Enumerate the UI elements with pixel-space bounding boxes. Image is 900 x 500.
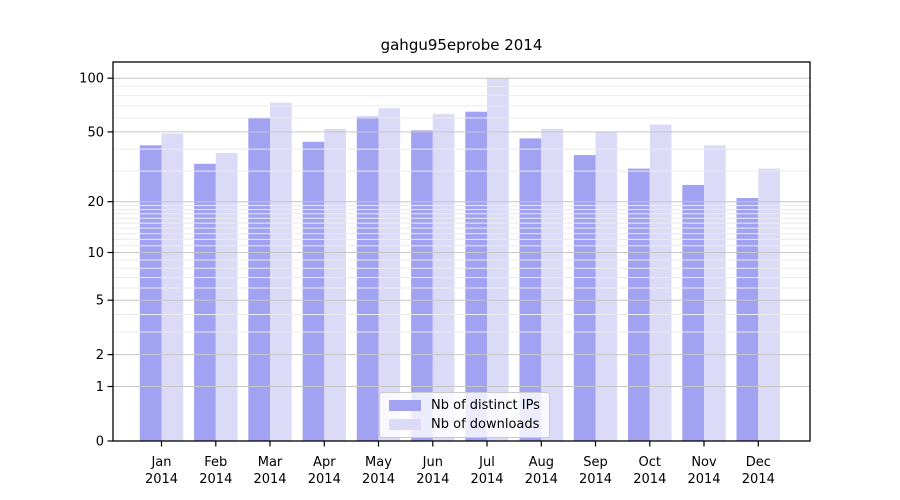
bar-downloads-dec bbox=[758, 168, 780, 441]
x-tick-year-mar: 2014 bbox=[253, 472, 286, 487]
x-tick-year-jun: 2014 bbox=[416, 472, 449, 487]
x-tick-year-dec: 2014 bbox=[742, 472, 775, 487]
bar-downloads-oct bbox=[649, 124, 672, 441]
x-tick-label-jan: Jan bbox=[150, 455, 171, 470]
x-tick-label-apr: Apr bbox=[313, 455, 336, 470]
bar-downloads-feb bbox=[215, 153, 238, 441]
x-tick-year-oct: 2014 bbox=[633, 472, 666, 487]
x-tick-year-nov: 2014 bbox=[687, 472, 720, 487]
legend-label-distinct-ips: Nb of distinct IPs bbox=[431, 398, 540, 413]
bar-distinct-ips-jan bbox=[139, 145, 162, 442]
x-tick-label-aug: Aug bbox=[529, 455, 554, 470]
bar-distinct-ips-jul bbox=[465, 111, 487, 441]
legend-swatch-downloads-icon bbox=[389, 419, 421, 430]
x-tick-label-may: May bbox=[365, 455, 392, 470]
y-tick-label-2: 2 bbox=[96, 348, 104, 363]
bar-distinct-ips-may bbox=[356, 116, 379, 441]
y-tick-label-1: 1 bbox=[96, 380, 104, 395]
chart-title: gahgu95eprobe 2014 bbox=[380, 36, 543, 54]
legend-swatch-distinct-ips-icon bbox=[389, 400, 421, 411]
bar-downloads-may bbox=[378, 108, 401, 441]
y-tick-label-10: 10 bbox=[87, 246, 104, 261]
x-tick-label-mar: Mar bbox=[258, 455, 283, 470]
x-tick-label-sep: Sep bbox=[583, 455, 608, 470]
bar-downloads-mar bbox=[270, 102, 292, 441]
x-tick-year-jan: 2014 bbox=[145, 472, 178, 487]
bar-downloads-sep bbox=[595, 131, 618, 441]
x-tick-label-jun: Jun bbox=[422, 455, 443, 470]
x-tick-label-oct: Oct bbox=[639, 455, 661, 470]
x-tick-label-jul: Jul bbox=[478, 455, 495, 470]
bar-downloads-nov bbox=[704, 145, 726, 442]
x-tick-year-aug: 2014 bbox=[525, 472, 558, 487]
x-tick-year-feb: 2014 bbox=[199, 472, 232, 487]
legend-item-downloads: Nb of downloads bbox=[389, 418, 540, 431]
x-tick-label-feb: Feb bbox=[204, 455, 227, 470]
bar-downloads-apr bbox=[324, 128, 346, 441]
y-tick-label-100: 100 bbox=[79, 72, 104, 87]
x-tick-year-apr: 2014 bbox=[308, 472, 341, 487]
bar-distinct-ips-oct bbox=[628, 168, 650, 441]
plot-border bbox=[112, 61, 811, 442]
bar-distinct-ips-mar bbox=[248, 117, 270, 442]
x-tick-year-jul: 2014 bbox=[470, 472, 503, 487]
bar-downloads-jan bbox=[161, 133, 184, 441]
legend-item-distinct-ips: Nb of distinct IPs bbox=[389, 399, 540, 412]
y-tick-label-20: 20 bbox=[87, 195, 104, 210]
x-tick-year-sep: 2014 bbox=[579, 472, 612, 487]
y-tick-label-5: 5 bbox=[96, 294, 104, 309]
bar-downloads-aug bbox=[541, 128, 563, 441]
x-tick-label-dec: Dec bbox=[746, 455, 771, 470]
bar-distinct-ips-dec bbox=[736, 198, 759, 441]
y-tick-label-50: 50 bbox=[87, 125, 104, 140]
bar-distinct-ips-nov bbox=[682, 184, 704, 441]
bar-distinct-ips-apr bbox=[302, 141, 325, 442]
bar-distinct-ips-jun bbox=[411, 130, 433, 441]
x-tick-label-nov: Nov bbox=[691, 455, 717, 470]
bar-distinct-ips-sep bbox=[573, 155, 596, 441]
y-tick-label-0: 0 bbox=[96, 435, 104, 450]
legend: Nb of distinct IPs Nb of downloads bbox=[379, 392, 550, 438]
legend-label-downloads: Nb of downloads bbox=[431, 417, 540, 432]
x-tick-year-may: 2014 bbox=[362, 472, 395, 487]
